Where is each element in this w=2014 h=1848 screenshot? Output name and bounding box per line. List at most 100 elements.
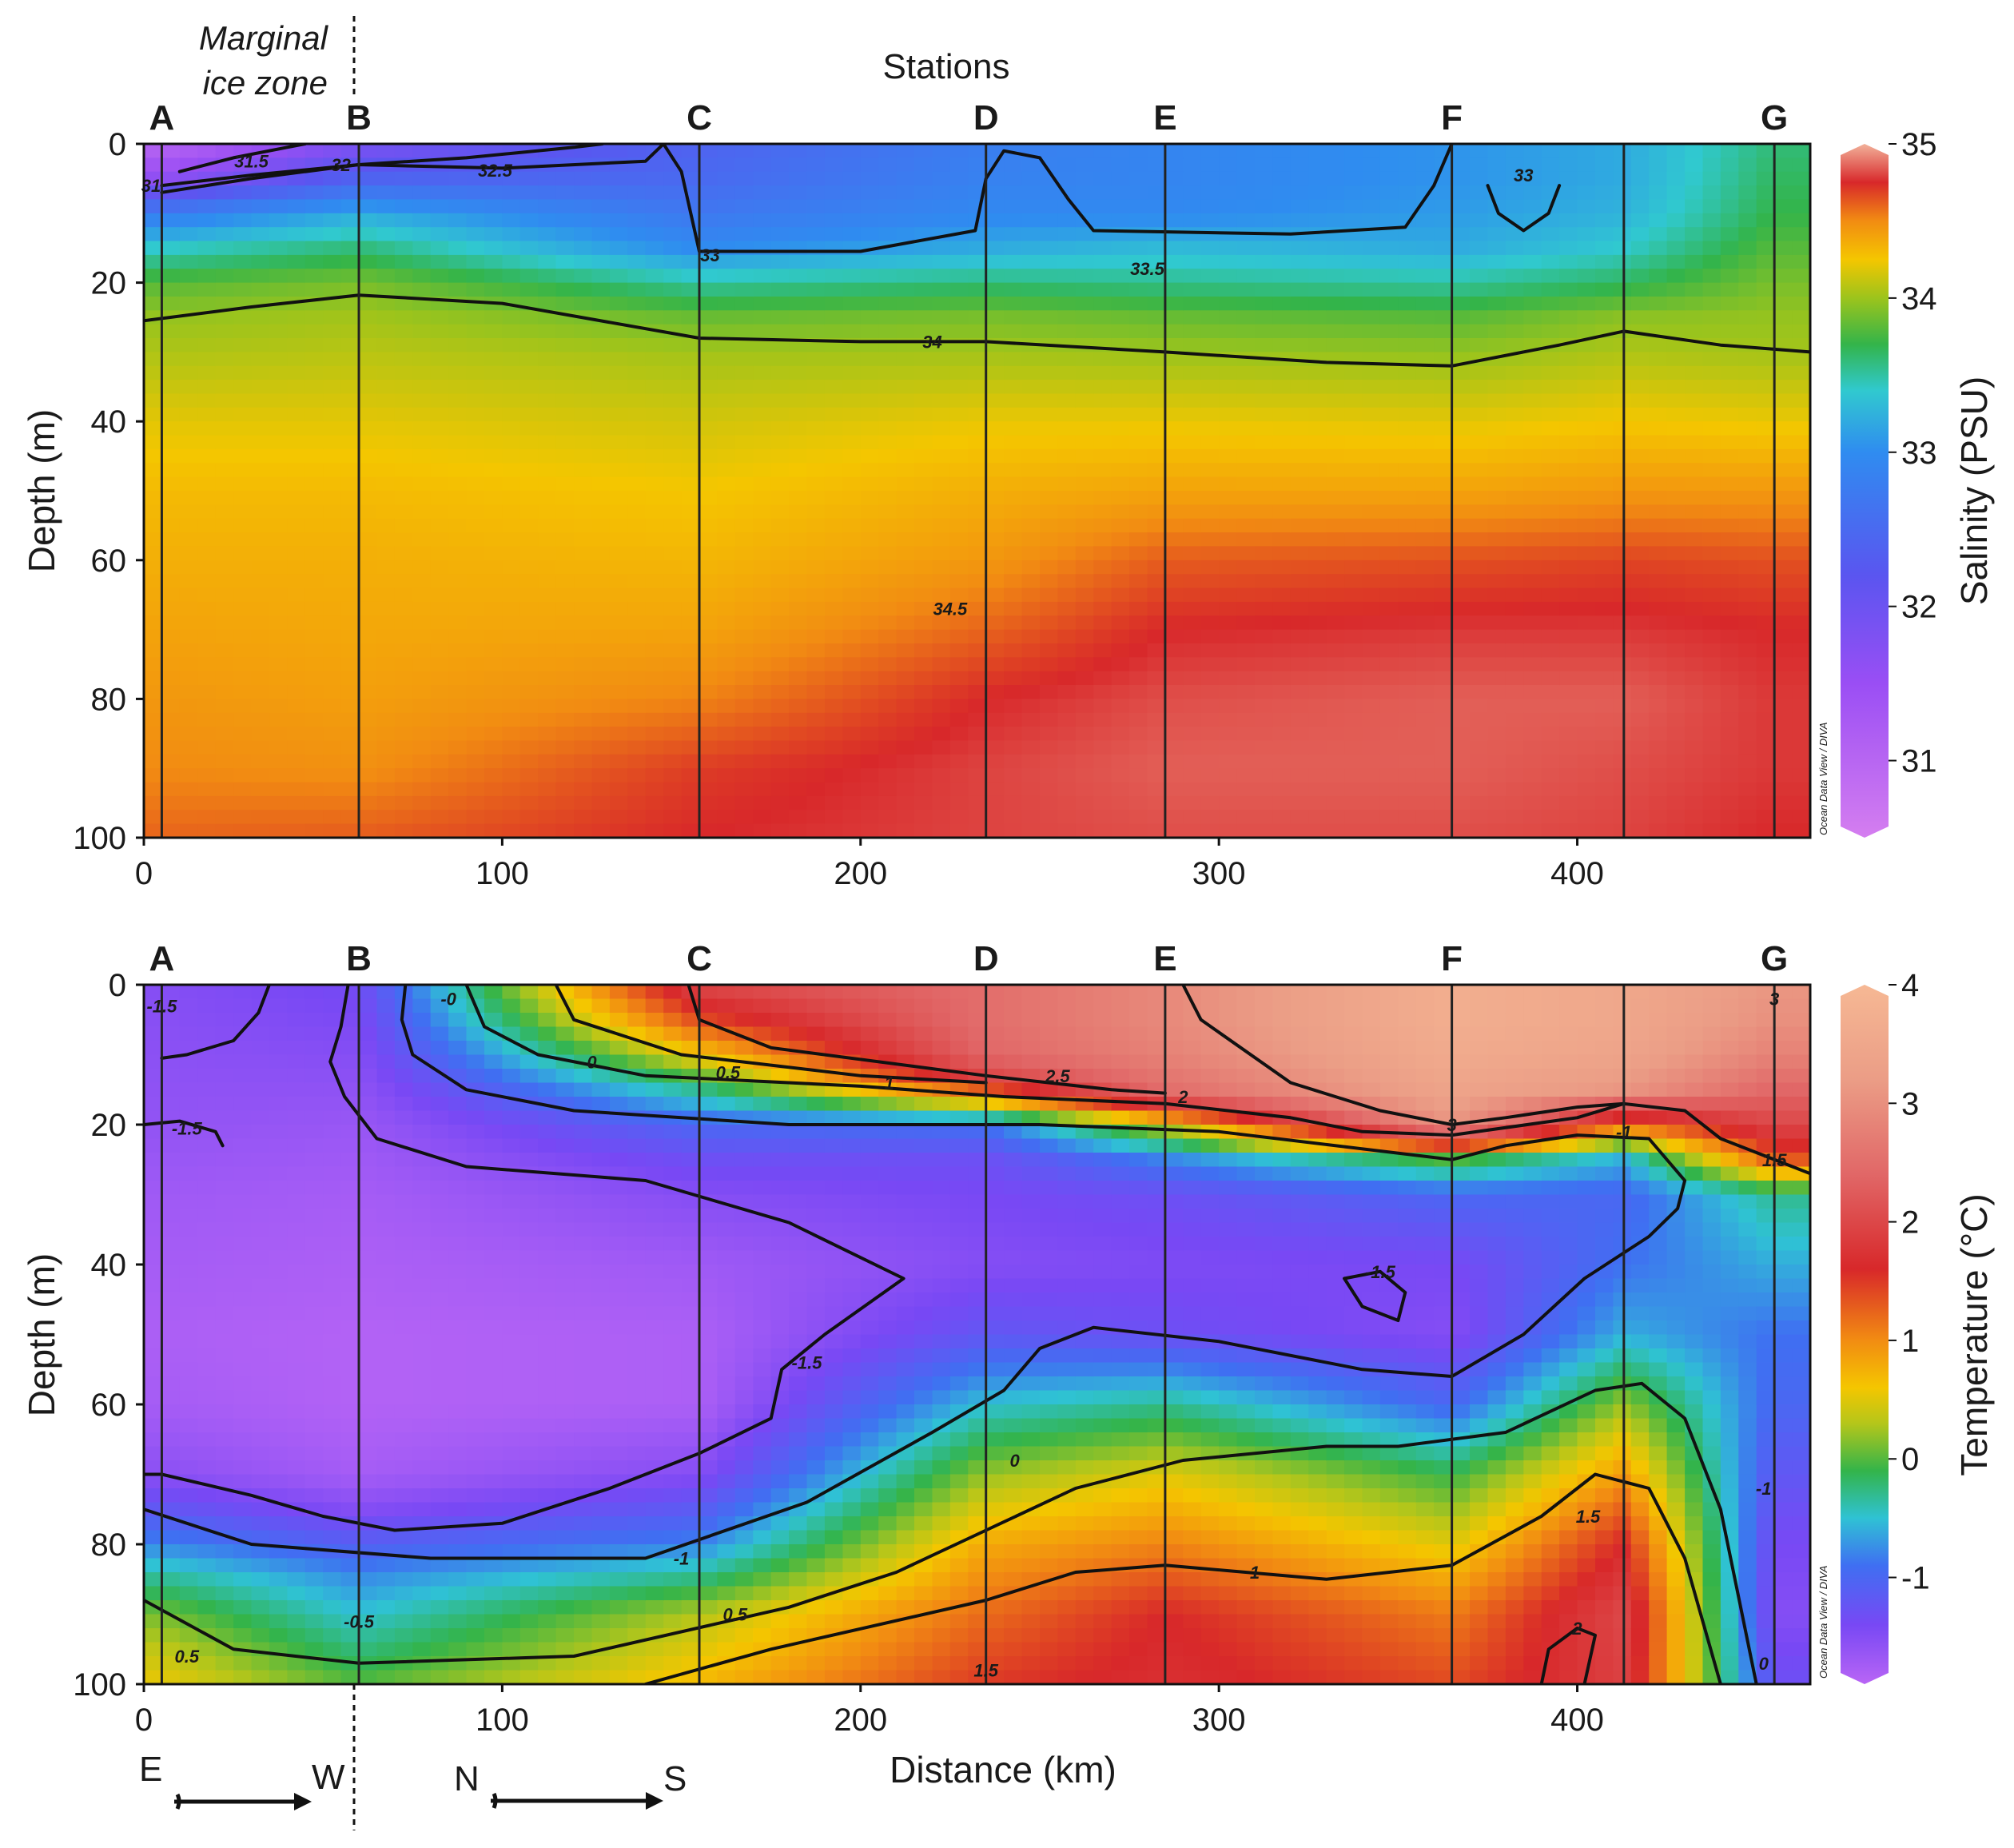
field-cell (717, 393, 736, 408)
field-cell (144, 1013, 163, 1028)
field-cell (968, 504, 987, 520)
field-cell (484, 546, 504, 561)
field-cell (287, 601, 306, 617)
field-cell (1164, 587, 1184, 603)
field-cell (1362, 310, 1381, 325)
field-cell (1200, 754, 1220, 770)
field-cell (1021, 601, 1041, 617)
field-cell (1290, 338, 1310, 353)
field-cell (1595, 282, 1614, 297)
field-cell (1434, 282, 1453, 297)
field-cell (1666, 421, 1686, 436)
field-cell (1756, 448, 1776, 464)
field-cell (304, 518, 324, 534)
field-cell (1523, 380, 1542, 395)
field-cell (1040, 380, 1059, 395)
field-cell (681, 615, 700, 631)
field-cell (1111, 546, 1130, 561)
field-cell (574, 352, 593, 367)
field-cell (1541, 310, 1561, 325)
field-cell (1738, 587, 1757, 603)
field-cell (1756, 241, 1776, 256)
field-cell (949, 810, 969, 825)
field-cell (1649, 657, 1668, 672)
field-cell (789, 310, 808, 325)
field-cell (448, 269, 468, 284)
field-cell (1720, 269, 1740, 284)
field-cell (1451, 574, 1471, 589)
field-cell (1577, 435, 1596, 450)
field-cell (609, 712, 629, 728)
field-cell (376, 185, 396, 201)
field-cell (179, 671, 199, 687)
field-cell (1183, 254, 1202, 270)
field-cell (1702, 407, 1721, 423)
field-cell (1649, 768, 1668, 783)
field-cell (1326, 365, 1346, 381)
field-cell (1451, 435, 1471, 450)
field-cell (1398, 546, 1417, 561)
field-cell (717, 615, 736, 631)
field-cell (663, 615, 683, 631)
field-cell (233, 1166, 253, 1181)
field-cell (412, 810, 432, 825)
field-cell (770, 810, 790, 825)
field-cell (144, 574, 163, 589)
field-cell (1057, 421, 1077, 436)
field-cell (1398, 629, 1417, 644)
field-cell (1183, 338, 1202, 353)
field-cell (1630, 199, 1650, 214)
field-cell (1326, 643, 1346, 659)
field-cell (770, 476, 790, 492)
field-cell (1523, 157, 1542, 173)
field-cell (1111, 185, 1130, 201)
field-cell (860, 727, 880, 742)
field-cell (824, 324, 844, 340)
field-cell (359, 518, 378, 534)
field-cell (340, 380, 360, 395)
field-cell (878, 504, 898, 520)
field-cell (197, 269, 217, 284)
field-cell (161, 657, 181, 672)
field-cell (1577, 269, 1596, 284)
field-cell (1147, 144, 1166, 159)
field-cell (1738, 491, 1757, 506)
field-cell (144, 448, 163, 464)
field-cell (1200, 476, 1220, 492)
field-cell (1021, 560, 1041, 576)
field-cell (179, 1544, 199, 1559)
field-cell (1451, 712, 1471, 728)
field-cell (144, 985, 163, 1000)
field-cell (896, 823, 915, 838)
field-cell (914, 282, 933, 297)
field-cell (789, 782, 808, 797)
field-cell (1326, 601, 1346, 617)
field-cell (340, 712, 360, 728)
field-cell (1487, 144, 1507, 159)
field-cell (1308, 727, 1327, 742)
field-cell (663, 157, 683, 173)
field-cell (323, 601, 342, 617)
field-cell (1720, 227, 1740, 242)
field-cell (359, 574, 378, 589)
field-cell (1774, 310, 1793, 325)
field-cell (645, 615, 665, 631)
field-cell (770, 269, 790, 284)
field-cell (1792, 380, 1810, 395)
field-cell (1272, 532, 1292, 548)
field-cell (484, 393, 504, 408)
field-cell (609, 768, 629, 783)
field-cell (466, 310, 485, 325)
field-cell (932, 782, 951, 797)
field-cell (394, 795, 414, 811)
field-cell (448, 560, 468, 576)
field-cell (1057, 282, 1077, 297)
field-cell (1792, 241, 1810, 256)
field-cell (949, 254, 969, 270)
field-cell (1559, 699, 1578, 714)
field-cell (789, 421, 808, 436)
field-cell (1344, 518, 1363, 534)
field-cell (1487, 615, 1507, 631)
field-cell (914, 421, 933, 436)
